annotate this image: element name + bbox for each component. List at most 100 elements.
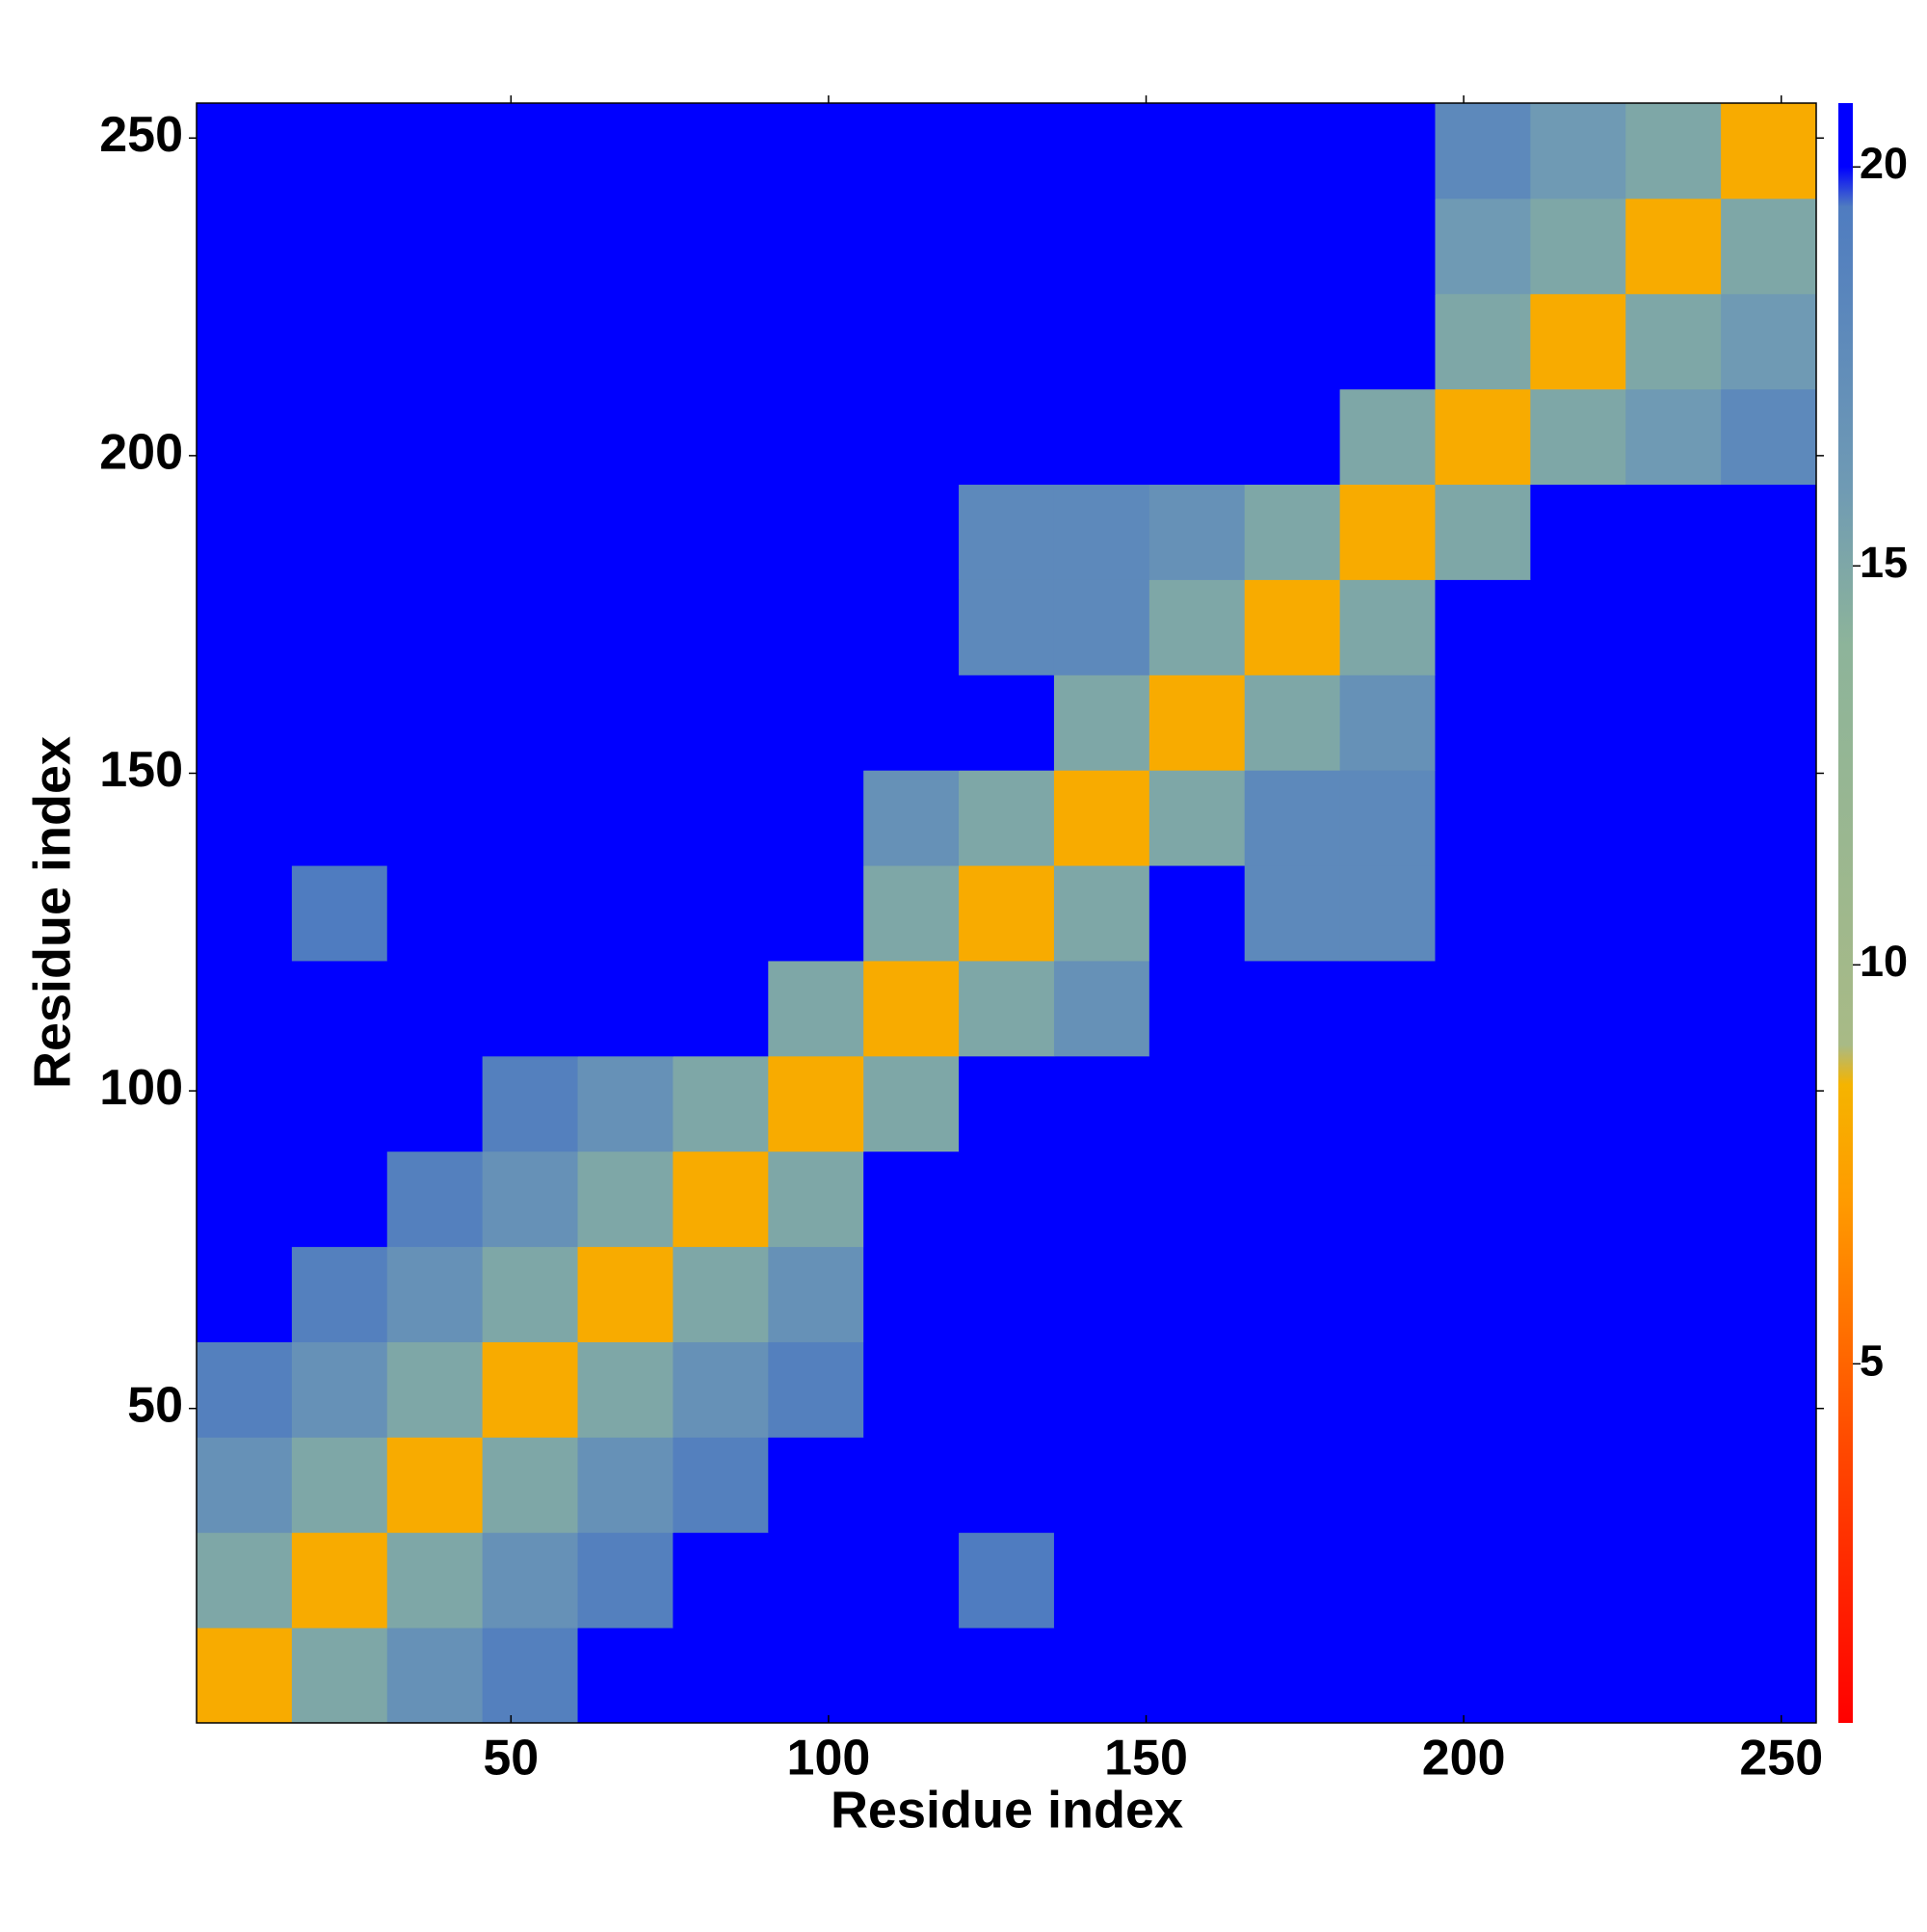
- heatmap-cell: [291, 103, 388, 199]
- heatmap-cell: [1053, 1628, 1150, 1723]
- heatmap-cell: [1625, 1437, 1722, 1533]
- heatmap-cell: [1053, 1246, 1150, 1342]
- heatmap-cell: [959, 1341, 1055, 1438]
- heatmap-cell: [863, 1628, 960, 1723]
- heatmap-cell: [1244, 484, 1341, 580]
- heatmap-cell: [768, 1246, 864, 1342]
- heatmap-cell: [577, 1532, 673, 1628]
- heatmap-cell: [959, 1055, 1055, 1152]
- heatmap-cell: [1339, 293, 1436, 390]
- heatmap-cell: [1244, 1628, 1341, 1723]
- heatmap-cell: [197, 1628, 293, 1723]
- y-tick-label: 150: [99, 742, 183, 798]
- heatmap-cell: [1148, 675, 1246, 771]
- heatmap-cell: [959, 293, 1055, 390]
- heatmap-cell: [1053, 388, 1150, 486]
- heatmap-cell: [1148, 1628, 1246, 1723]
- heatmap-cell: [1530, 1055, 1626, 1152]
- heatmap-cell: [673, 103, 769, 199]
- heatmap-cell: [482, 388, 579, 486]
- heatmap-cell: [1530, 484, 1626, 580]
- heatmap-cell: [1435, 960, 1531, 1057]
- heatmap-cell: [673, 675, 769, 771]
- heatmap-cell: [1148, 1055, 1246, 1152]
- heatmap-cell: [482, 1628, 579, 1723]
- heatmap-cell: [482, 1341, 579, 1438]
- heatmap-cell: [291, 579, 388, 675]
- heatmap-cell: [1530, 1341, 1626, 1438]
- heatmap-cell: [768, 579, 864, 675]
- heatmap-cell: [386, 1341, 484, 1438]
- heatmap-cell: [386, 1437, 484, 1533]
- heatmap-cell: [1530, 865, 1626, 962]
- heatmap-cell: [577, 1151, 673, 1248]
- y-tick-label: 100: [99, 1060, 183, 1116]
- heatmap-cell: [1244, 388, 1341, 486]
- heatmap-cell: [1053, 675, 1150, 771]
- heatmap-cell: [1339, 198, 1436, 295]
- heatmap-cell: [1530, 103, 1626, 199]
- heatmap-cell: [1435, 770, 1531, 866]
- heatmap-cell: [959, 1151, 1055, 1248]
- heatmap-cell: [1435, 1437, 1531, 1533]
- heatmap-cell: [863, 103, 960, 199]
- heatmap-cell: [291, 1055, 388, 1152]
- heatmap-cell: [482, 198, 579, 295]
- heatmap-cell: [291, 388, 388, 486]
- heatmap-cell: [482, 1437, 579, 1533]
- heatmap-cell: [577, 1341, 673, 1438]
- heatmap-cell: [1339, 1628, 1436, 1723]
- heatmap-cell: [197, 1055, 293, 1152]
- heatmap-cell: [1339, 1437, 1436, 1533]
- heatmap-cell: [386, 770, 484, 866]
- heatmap-cell: [1530, 293, 1626, 390]
- heatmap-cell: [1530, 579, 1626, 675]
- heatmap-cell: [1625, 1628, 1722, 1723]
- heatmap-cell: [768, 1628, 864, 1723]
- heatmap-cell: [1244, 198, 1341, 295]
- heatmap-cell: [863, 198, 960, 295]
- heatmap-cell: [1435, 1055, 1531, 1152]
- heatmap-cell: [1530, 388, 1626, 486]
- y-tick-label: 200: [99, 425, 183, 481]
- heatmap-cell: [1148, 388, 1246, 486]
- heatmap-cell: [768, 198, 864, 295]
- heatmap-cell: [386, 1246, 484, 1342]
- heatmap-cell: [768, 770, 864, 866]
- heatmap-cell: [197, 960, 293, 1057]
- heatmap-cell: [1721, 960, 1816, 1057]
- heatmap-cell: [1053, 293, 1150, 390]
- heatmap-cell: [1339, 579, 1436, 675]
- heatmap-cell: [959, 579, 1055, 675]
- heatmap-cell: [863, 579, 960, 675]
- heatmap-cell: [1148, 484, 1246, 580]
- heatmap-cell: [577, 1055, 673, 1152]
- heatmap-cell: [1053, 1341, 1150, 1438]
- heatmap-cell: [1339, 1341, 1436, 1438]
- heatmap-cell: [959, 865, 1055, 962]
- heatmap-cell: [768, 1341, 864, 1438]
- heatmap-cell: [863, 293, 960, 390]
- heatmap-cell: [959, 1246, 1055, 1342]
- heatmap-cell: [386, 865, 484, 962]
- heatmap-cell: [1721, 1151, 1816, 1248]
- heatmap-cell: [1435, 1246, 1531, 1342]
- heatmap-cell: [1435, 388, 1531, 486]
- heatmap-cell: [386, 1055, 484, 1152]
- heatmap-cell: [1530, 1151, 1626, 1248]
- heatmap-cell: [197, 865, 293, 962]
- heatmap-cell: [291, 198, 388, 295]
- heatmap-cell: [482, 579, 579, 675]
- heatmap-cell: [577, 960, 673, 1057]
- x-tick-label: 250: [1739, 1731, 1823, 1786]
- heatmap-cell: [482, 1532, 579, 1628]
- x-axis-title: Residue index: [831, 1781, 1183, 1839]
- heatmap-cell: [291, 1628, 388, 1723]
- heatmap-cell: [768, 484, 864, 580]
- heatmap-cell: [959, 675, 1055, 771]
- heatmap-cell: [577, 770, 673, 866]
- heatmap-cell: [291, 1341, 388, 1438]
- heatmap-cell: [386, 675, 484, 771]
- heatmap-cell: [386, 293, 484, 390]
- heatmap-cell: [386, 1151, 484, 1248]
